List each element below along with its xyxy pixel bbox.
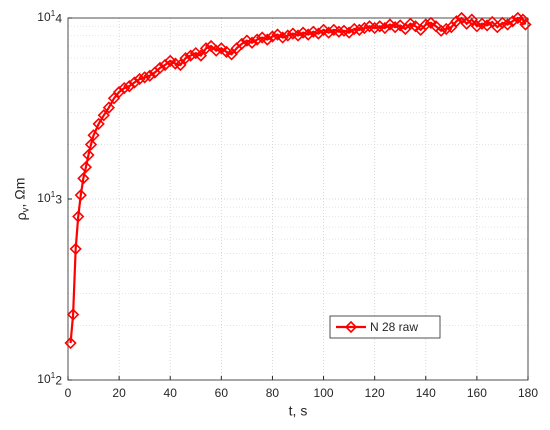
data-marker — [465, 13, 478, 26]
data-marker — [97, 109, 110, 122]
data-marker — [516, 13, 530, 26]
data-marker — [291, 29, 305, 42]
data-marker — [419, 18, 432, 31]
data-marker — [440, 22, 453, 36]
data-marker — [409, 20, 422, 33]
data-marker — [92, 117, 105, 131]
data-marker — [332, 25, 346, 38]
data-marker — [64, 336, 77, 350]
data-marker — [87, 129, 100, 142]
x-tick-label: 140 — [416, 386, 436, 400]
data-marker — [164, 54, 177, 67]
data-marker — [102, 101, 116, 114]
data-marker — [317, 23, 330, 36]
data-marker — [322, 26, 335, 39]
x-tick-label: 20 — [112, 386, 126, 400]
data-marker — [215, 42, 228, 55]
data-marker — [281, 29, 294, 42]
y-tick-label: 1013 — [37, 189, 62, 206]
data-marker — [69, 242, 82, 256]
data-marker — [77, 172, 90, 185]
data-marker — [470, 20, 484, 33]
legend-label: N 28 raw — [370, 320, 418, 334]
data-marker — [250, 33, 264, 46]
x-axis-label: t, s — [289, 403, 308, 419]
data-marker — [434, 24, 448, 37]
data-marker — [179, 52, 192, 65]
data-marker — [394, 19, 407, 32]
x-tick-label: 160 — [467, 386, 487, 400]
data-marker — [107, 92, 121, 105]
data-marker — [133, 72, 146, 86]
data-marker — [353, 23, 366, 36]
data-marker — [79, 160, 93, 174]
legend-box — [329, 315, 441, 339]
data-marker — [138, 71, 151, 84]
data-marker — [368, 21, 381, 35]
data-marker — [123, 80, 136, 93]
x-tick-label: 60 — [215, 386, 229, 400]
data-marker — [118, 81, 131, 95]
data-marker — [153, 61, 167, 75]
data-marker — [266, 30, 279, 43]
x-tick-label: 80 — [266, 386, 280, 400]
y-tick-label: 1012 — [37, 370, 62, 387]
x-tick-label: 0 — [65, 386, 72, 400]
x-tick-label: 40 — [164, 386, 178, 400]
data-marker — [194, 49, 208, 62]
data-marker — [245, 36, 259, 49]
data-marker — [184, 49, 197, 62]
data-marker — [271, 28, 284, 41]
y-tick-label: 1014 — [37, 8, 62, 25]
data-marker — [450, 15, 463, 28]
data-marker — [358, 21, 371, 35]
x-tick-label: 180 — [518, 386, 538, 400]
data-marker — [480, 19, 494, 32]
data-marker — [302, 28, 315, 41]
data-marker — [74, 189, 87, 202]
data-marker — [128, 76, 141, 89]
data-marker — [378, 21, 392, 35]
data-marker — [506, 15, 519, 28]
data-marker — [276, 31, 289, 44]
x-tick-label: 120 — [365, 386, 385, 400]
data-marker — [174, 58, 187, 72]
data-marker — [72, 210, 85, 223]
data-marker — [82, 148, 95, 162]
data-marker — [388, 21, 402, 34]
data-marker — [261, 33, 274, 46]
legend-marker — [344, 320, 358, 334]
data-marker — [84, 138, 98, 151]
x-tick-label: 100 — [314, 386, 334, 400]
data-marker — [210, 44, 223, 57]
data-marker — [519, 18, 532, 31]
data-marker — [342, 26, 356, 39]
data-marker — [501, 18, 514, 31]
data-marker — [235, 37, 248, 50]
data-marker — [424, 16, 438, 29]
plot-frame — [67, 17, 529, 381]
data-marker — [143, 69, 156, 82]
y-axis-label: ρv, Ωm — [11, 178, 31, 221]
data-marker — [312, 27, 325, 40]
data-marker — [66, 308, 80, 321]
data-marker — [199, 42, 213, 55]
